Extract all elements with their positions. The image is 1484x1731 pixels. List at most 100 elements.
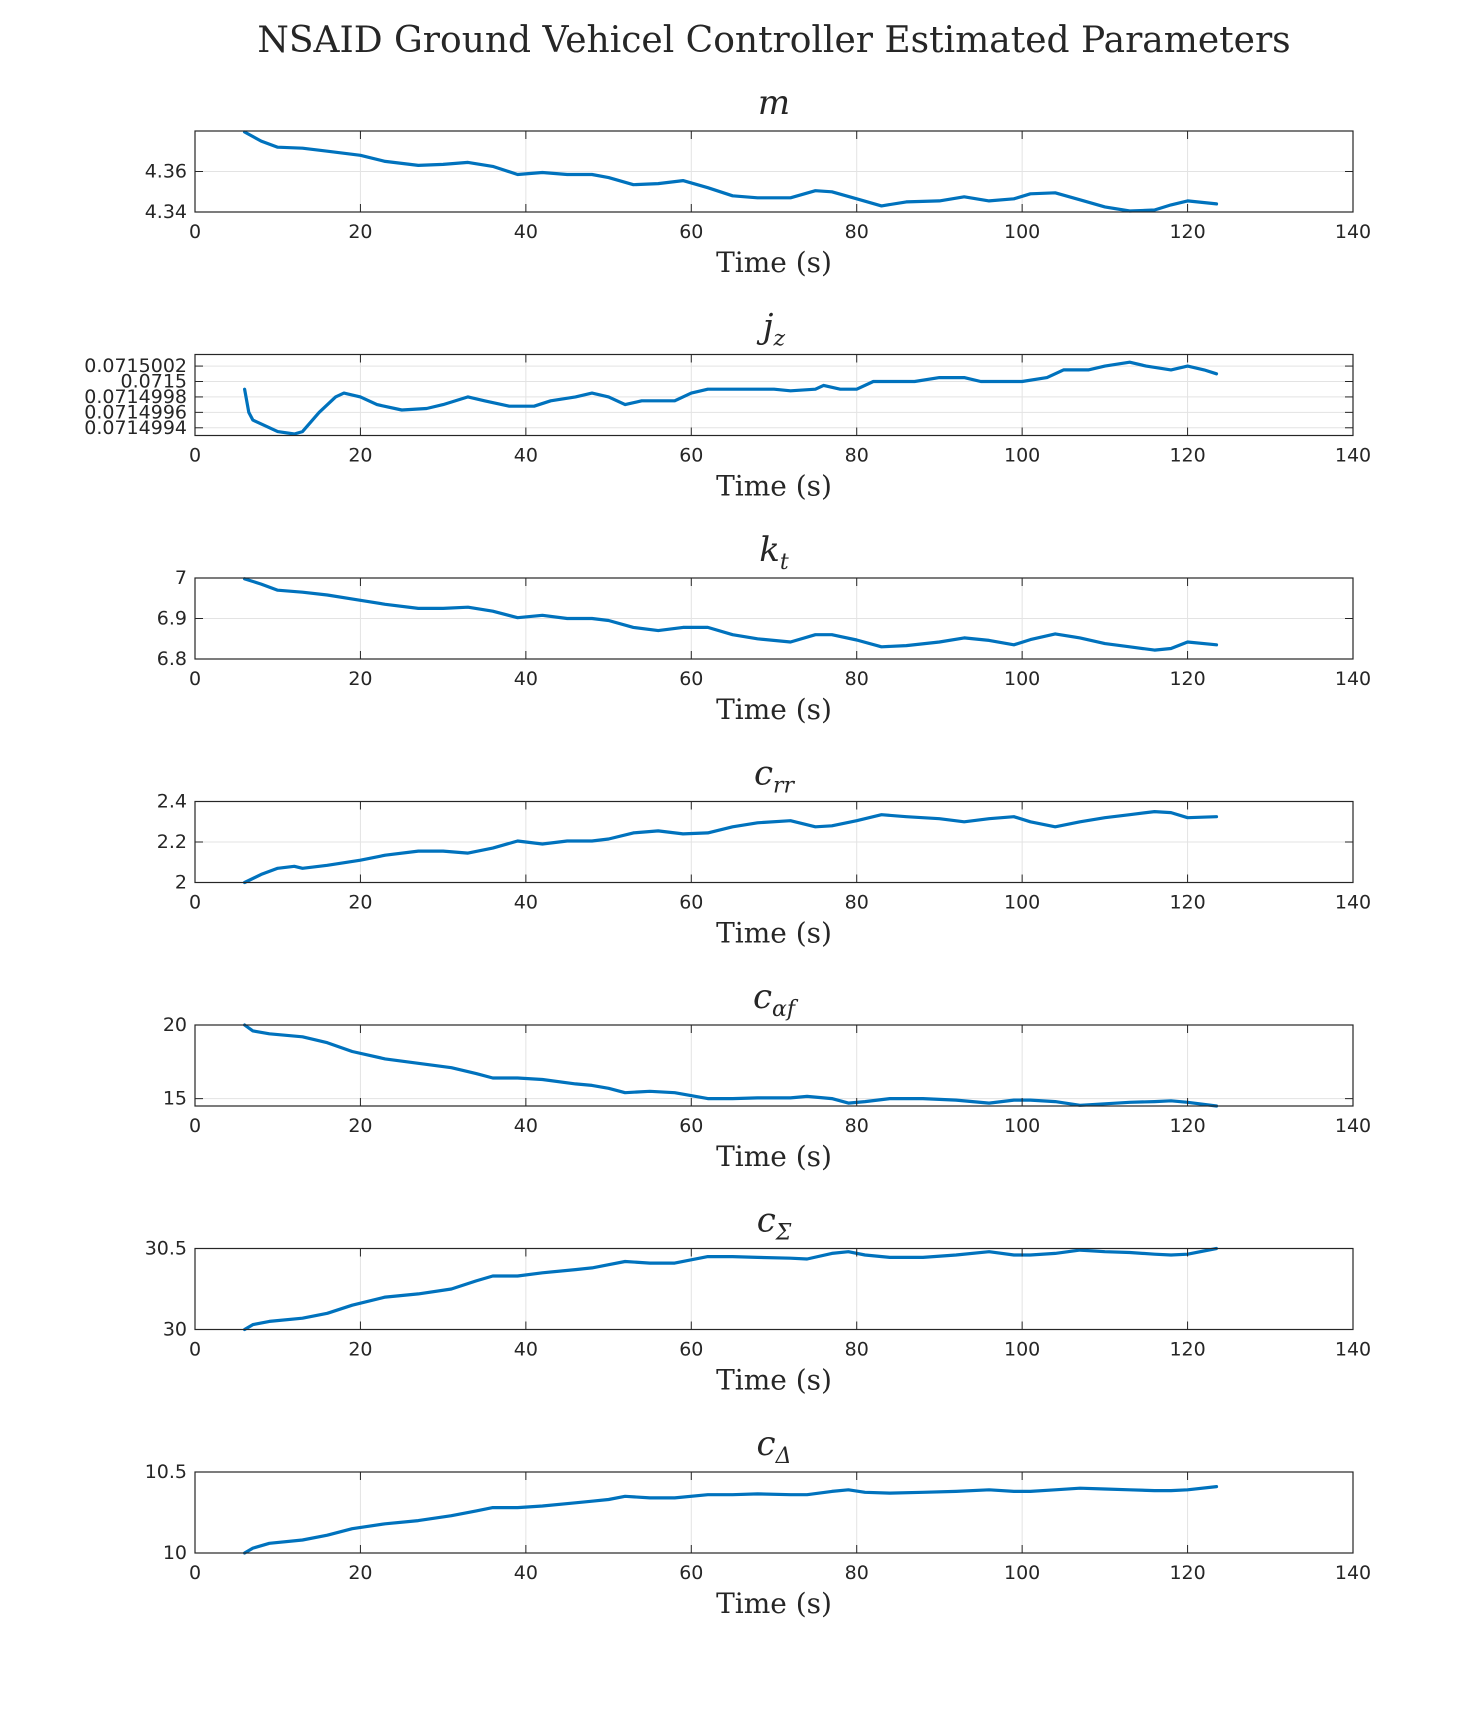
x-axis-label: Time (s) (716, 693, 832, 726)
subplot-title-main: c (753, 977, 772, 1017)
y-tick-label: 6.9 (157, 608, 187, 630)
y-tick-label: 7 (175, 567, 187, 589)
y-tick-label: 10.5 (145, 1461, 187, 1483)
x-tick-label: 60 (679, 1562, 703, 1584)
axes-box (194, 1024, 1354, 1107)
x-tick-label: 60 (679, 668, 703, 690)
plot-area (195, 1472, 1353, 1553)
series-line (243, 577, 1219, 652)
x-tick-label: 80 (845, 445, 869, 467)
series-line (243, 1484, 1219, 1555)
y-tick-label: 0.0714994 (84, 417, 187, 439)
x-axis-label: Time (s) (716, 246, 832, 279)
y-tick-label: 0.0715 (121, 371, 187, 393)
subplot-title-subscript: t (780, 550, 789, 575)
x-tick-label: 100 (1004, 1339, 1040, 1361)
subplot-title-subscript: z (772, 327, 785, 352)
x-tick-label: 120 (1169, 892, 1205, 914)
y-tick-label: 4.36 (145, 161, 187, 183)
x-tick-label: 40 (514, 445, 538, 467)
y-tick-label: 2.4 (157, 791, 187, 813)
subplot-title: cΣ (757, 1201, 792, 1246)
x-tick-label: 140 (1335, 668, 1371, 690)
x-tick-label: 120 (1169, 668, 1205, 690)
subplot-title-main: c (757, 1201, 776, 1241)
x-tick-label: 120 (1169, 1115, 1205, 1137)
x-tick-label: 0 (189, 445, 201, 467)
x-tick-label: 80 (845, 221, 869, 243)
y-tick-label: 2 (175, 872, 187, 894)
subplot-2: 0 20 40 60 80 100 120 1400.07149940.07149960.07… (84, 307, 1371, 503)
x-tick-label: 0 (189, 892, 201, 914)
x-tick-label: 140 (1335, 1562, 1371, 1584)
series-line (243, 1246, 1219, 1332)
x-tick-label: 40 (514, 1562, 538, 1584)
plot-area (195, 1248, 1353, 1330)
axes-box (194, 1247, 1354, 1331)
x-tick-label: 140 (1335, 892, 1371, 914)
subplot-title-subscript: rr (773, 774, 796, 799)
x-tick-label: 100 (1004, 221, 1040, 243)
subplot-title-subscript: Δ (775, 1444, 792, 1469)
series-line (243, 809, 1219, 885)
x-tick-label: 60 (679, 1339, 703, 1361)
x-tick-label: 20 (348, 221, 372, 243)
x-tick-label: 120 (1169, 221, 1205, 243)
x-tick-label: 60 (679, 221, 703, 243)
x-tick-label: 40 (514, 1339, 538, 1361)
subplot-7: 0 20 40 60 80 100 120 140 10 10.5 cΔ Time (s) (145, 1424, 1371, 1620)
subplot-title: cαf (753, 977, 799, 1022)
x-tick-label: 0 (189, 668, 201, 690)
x-tick-label: 100 (1004, 445, 1040, 467)
x-tick-label: 20 (348, 445, 372, 467)
x-axis-label: Time (s) (716, 1587, 832, 1620)
subplot-4: 0 20 40 60 80 100 120 140 2 2.2 2.4 crr Time (s) (157, 754, 1371, 950)
x-tick-label: 140 (1335, 445, 1371, 467)
x-tick-label: 80 (845, 668, 869, 690)
subplot-title-main: c (757, 1424, 776, 1464)
y-tick-label: 10 (163, 1542, 187, 1564)
subplot-title-main: k (759, 530, 780, 570)
x-tick-label: 20 (348, 892, 372, 914)
x-tick-label: 80 (845, 1115, 869, 1137)
series-line (243, 360, 1219, 436)
subplot-title-main: c (754, 754, 773, 794)
subplot-title: kt (759, 530, 789, 575)
subplot-title-subscript: αf (772, 997, 799, 1022)
x-tick-label: 100 (1004, 1115, 1040, 1137)
x-tick-label: 140 (1335, 221, 1371, 243)
x-tick-label: 0 (189, 1339, 201, 1361)
x-tick-label: 0 (189, 1562, 201, 1584)
x-tick-label: 100 (1004, 668, 1040, 690)
x-tick-label: 20 (348, 1115, 372, 1137)
plot-area (195, 1025, 1353, 1106)
y-tick-label: 30 (163, 1319, 187, 1341)
x-tick-label: 100 (1004, 892, 1040, 914)
x-tick-label: 40 (514, 668, 538, 690)
axes-box (194, 1471, 1354, 1554)
series-line (243, 1023, 1219, 1108)
y-tick-label: 15 (163, 1088, 187, 1110)
x-tick-label: 120 (1169, 1339, 1205, 1361)
x-tick-label: 100 (1004, 1562, 1040, 1584)
y-tick-label: 6.8 (157, 648, 187, 670)
y-tick-label: 2.2 (157, 831, 187, 853)
x-tick-label: 40 (514, 892, 538, 914)
x-tick-label: 60 (679, 1115, 703, 1137)
subplot-1: 0 20 40 60 80 100 120 140 4.34 4.36 m Time (s) (145, 83, 1371, 279)
subplot-title: cΔ (757, 1424, 792, 1469)
y-tick-label: 20 (163, 1014, 187, 1036)
subplot-3: 0 20 40 60 80 100 120 140 6.8 6.9 7 kt Time (s) (157, 530, 1371, 726)
x-tick-label: 0 (189, 221, 201, 243)
x-tick-label: 140 (1335, 1115, 1371, 1137)
x-tick-label: 140 (1335, 1339, 1371, 1361)
x-tick-label: 80 (845, 1562, 869, 1584)
x-axis-label: Time (s) (716, 1364, 832, 1397)
subplot-title-subscript: Σ (775, 1221, 792, 1246)
x-axis-label: Time (s) (716, 470, 832, 503)
subplot-title: jz (756, 307, 786, 352)
y-tick-label: 4.34 (145, 201, 187, 223)
x-tick-label: 20 (348, 1562, 372, 1584)
